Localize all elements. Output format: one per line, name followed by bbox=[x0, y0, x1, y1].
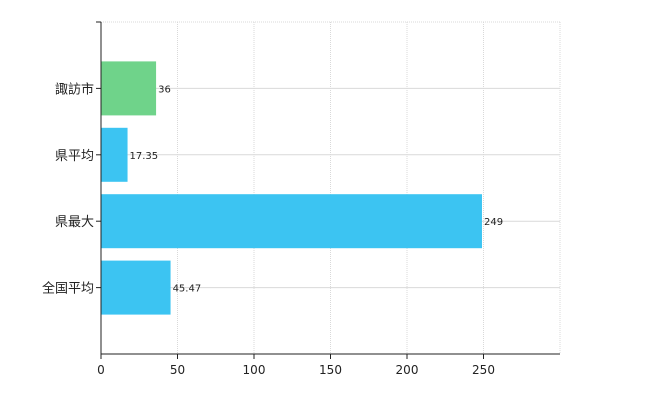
x-tick-label: 150 bbox=[319, 363, 342, 377]
grid-layer bbox=[101, 21, 561, 354]
y-tick-label: 県最大 bbox=[55, 215, 94, 230]
x-tick-label: 100 bbox=[243, 363, 266, 377]
bar-3 bbox=[101, 194, 482, 249]
data-label: 249 bbox=[484, 217, 503, 228]
data-label: 36 bbox=[158, 84, 171, 95]
bar-1 bbox=[101, 61, 157, 116]
bar-layer bbox=[101, 61, 482, 315]
x-tick-label: 0 bbox=[97, 363, 105, 377]
x-tick-label: 50 bbox=[170, 363, 185, 377]
x-tick-label: 200 bbox=[396, 363, 419, 377]
bar-2 bbox=[101, 127, 128, 182]
x-tick-label: 250 bbox=[472, 363, 495, 377]
y-tick-label: 全国平均 bbox=[42, 281, 94, 297]
data-label: 17.35 bbox=[130, 151, 159, 162]
data-label: 45.47 bbox=[173, 284, 202, 295]
label-layer: 36 諏訪市 17.35 県平均 249 県最大 45.47 全国平均 0 50 100 150 200… bbox=[42, 81, 503, 377]
y-tick-label: 諏訪市 bbox=[55, 81, 94, 97]
bar-4 bbox=[101, 260, 171, 315]
axis-layer bbox=[96, 21, 560, 359]
y-tick-label: 県平均 bbox=[55, 149, 94, 164]
